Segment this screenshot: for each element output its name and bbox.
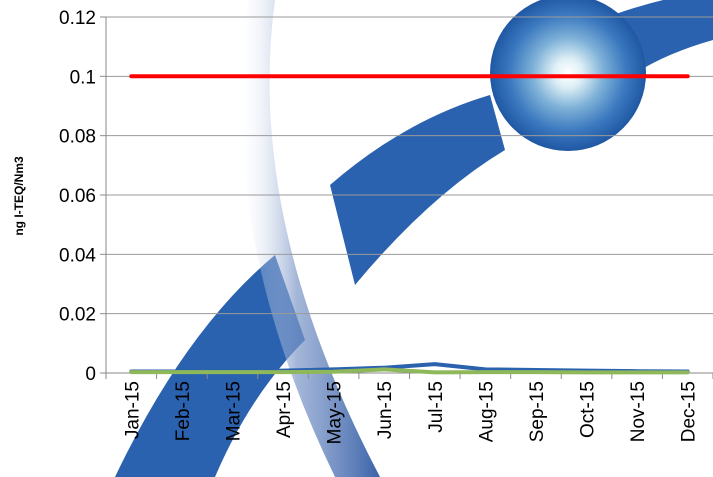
y-tick-labels: 0 0.02 0.04 0.06 0.08 0.1 0.12 bbox=[59, 8, 96, 385]
x-tick-label: Feb-15 bbox=[173, 381, 194, 441]
data-point bbox=[181, 371, 183, 373]
x-tick-label: Dec-15 bbox=[679, 381, 700, 442]
logo-ribbon bbox=[240, 0, 380, 477]
logo-watermark bbox=[115, 0, 713, 477]
data-point bbox=[535, 75, 537, 77]
logo-arc-middle bbox=[330, 95, 505, 285]
data-point bbox=[535, 371, 537, 373]
data-point bbox=[434, 363, 436, 365]
data-point bbox=[181, 75, 183, 77]
data-point bbox=[130, 75, 132, 77]
x-tick-label: Nov-15 bbox=[628, 381, 649, 442]
x-tick-label: Sep-15 bbox=[527, 381, 548, 442]
data-point bbox=[333, 368, 335, 370]
x-tick-label: Aug-15 bbox=[476, 381, 497, 442]
y-tick-label: 0.06 bbox=[59, 186, 96, 207]
x-tick-label: May-15 bbox=[325, 381, 346, 444]
data-point bbox=[231, 75, 233, 77]
y-tick-label: 0.1 bbox=[70, 67, 96, 88]
series-line-2 bbox=[129, 367, 690, 375]
data-point bbox=[687, 371, 689, 373]
y-tick-label: 0 bbox=[85, 364, 96, 385]
data-point bbox=[586, 371, 588, 373]
y-tick-label: 0.04 bbox=[59, 245, 96, 266]
data-point bbox=[484, 371, 486, 373]
x-tick-label: Jan-15 bbox=[122, 381, 143, 439]
data-point bbox=[231, 371, 233, 373]
y-axis-title: ng I-TEQ/Nm3 bbox=[12, 156, 26, 236]
data-point bbox=[636, 75, 638, 77]
data-point bbox=[130, 371, 132, 373]
data-point bbox=[636, 371, 638, 373]
data-point bbox=[687, 75, 689, 77]
data-point bbox=[586, 75, 588, 77]
data-point bbox=[333, 75, 335, 77]
x-tick-label: Jul-15 bbox=[426, 381, 447, 433]
y-tick-label: 0.08 bbox=[59, 127, 96, 148]
x-tick-label: Apr-15 bbox=[274, 381, 295, 438]
data-point bbox=[434, 75, 436, 77]
data-point bbox=[282, 75, 284, 77]
data-point bbox=[434, 371, 436, 373]
y-tick-label: 0.02 bbox=[59, 305, 96, 326]
data-point bbox=[383, 368, 385, 370]
data-point bbox=[484, 75, 486, 77]
data-point bbox=[383, 75, 385, 77]
series-lines bbox=[129, 74, 690, 375]
logo-arc-lower bbox=[115, 255, 305, 477]
x-tick-label: Mar-15 bbox=[223, 381, 244, 441]
data-point bbox=[282, 371, 284, 373]
y-tick-label: 0.12 bbox=[59, 8, 96, 29]
x-tick-label: Oct-15 bbox=[578, 381, 599, 438]
x-tick-labels: Jan-15 Feb-15 Mar-15 Apr-15 May-15 Jun-15 Jul-… bbox=[122, 381, 699, 444]
data-point bbox=[333, 371, 335, 373]
x-tick-label: Jun-15 bbox=[375, 381, 396, 439]
data-point bbox=[484, 368, 486, 370]
